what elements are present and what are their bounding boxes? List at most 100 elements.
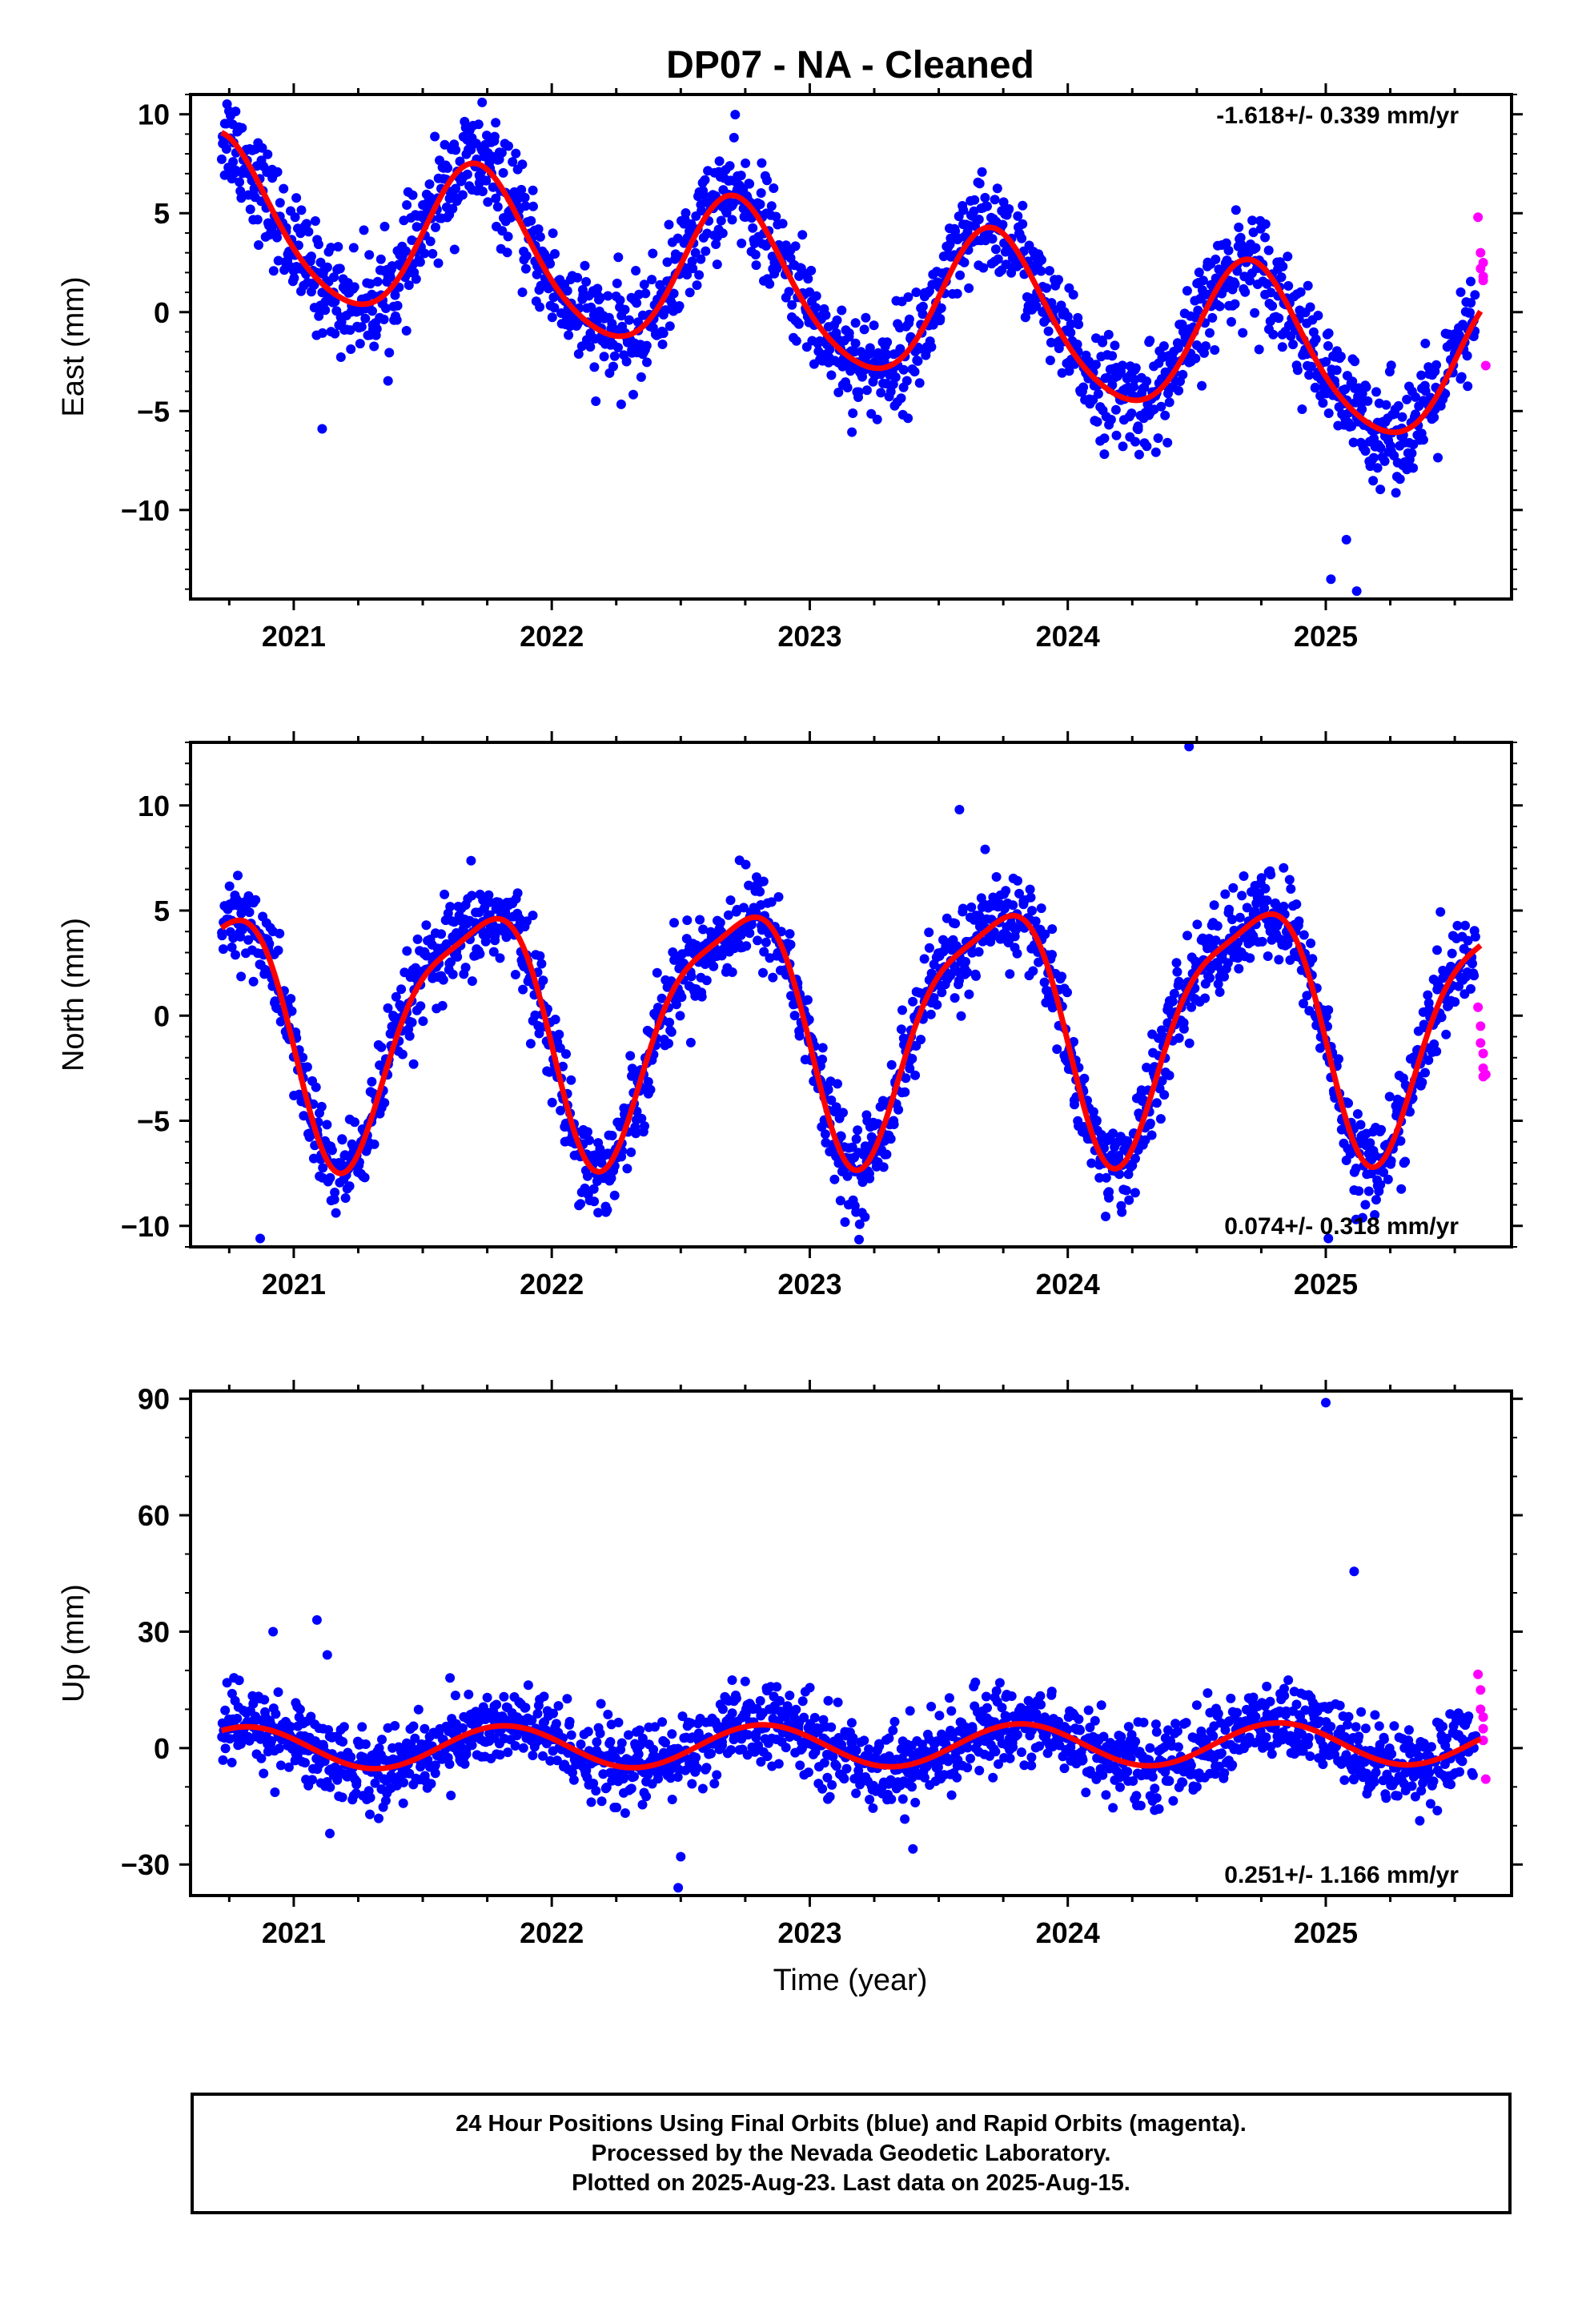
data-point <box>1108 1803 1118 1813</box>
x-tick-label: 2022 <box>520 620 584 653</box>
data-point <box>1142 376 1152 387</box>
data-point <box>769 183 779 193</box>
data-point <box>1159 1090 1170 1100</box>
data-point <box>488 947 499 957</box>
data-point <box>1395 474 1405 485</box>
data-point <box>991 1686 1002 1696</box>
data-point <box>712 1770 722 1780</box>
data-point <box>998 219 1008 230</box>
data-point <box>1360 446 1371 456</box>
data-point <box>377 1735 387 1745</box>
data-point <box>766 201 777 211</box>
data-point <box>935 314 946 324</box>
data-point <box>864 1744 874 1755</box>
data-point <box>1005 1753 1015 1763</box>
data-point <box>956 1011 966 1021</box>
data-point <box>1292 365 1303 376</box>
data-point <box>274 1743 284 1754</box>
data-point <box>430 1768 440 1779</box>
data-point <box>974 1765 985 1775</box>
data-point <box>1283 251 1293 262</box>
data-point <box>508 157 518 167</box>
y-tick-label: −10 <box>121 494 170 527</box>
data-point <box>1211 254 1221 264</box>
data-point <box>1044 266 1054 276</box>
data-point <box>1098 1770 1108 1780</box>
data-point <box>329 1194 339 1204</box>
data-point <box>1348 437 1359 448</box>
data-point <box>998 197 1009 207</box>
data-point <box>755 199 765 210</box>
y-tick-label: 10 <box>138 790 170 822</box>
data-point <box>890 372 901 382</box>
data-point <box>624 1730 633 1740</box>
data-point <box>1381 400 1391 410</box>
rapid-orbit-point <box>1478 1048 1488 1059</box>
data-point <box>823 1084 833 1095</box>
data-point <box>837 305 847 316</box>
data-point <box>1074 1714 1084 1724</box>
data-point <box>235 931 246 942</box>
rapid-orbit-point <box>1480 1069 1491 1080</box>
data-point <box>1260 883 1271 894</box>
data-point <box>962 1743 973 1753</box>
data-point <box>636 372 646 382</box>
data-point <box>741 158 751 168</box>
data-point <box>1034 1741 1045 1751</box>
data-point <box>946 971 956 981</box>
data-point <box>428 248 438 259</box>
figure-title: DP07 - NA - Cleaned <box>666 44 1034 86</box>
data-point <box>632 298 642 308</box>
data-point <box>790 241 801 251</box>
data-point <box>665 1773 676 1783</box>
data-point <box>436 929 447 939</box>
data-point <box>426 1779 436 1789</box>
data-point <box>820 1129 830 1140</box>
data-point <box>221 144 231 154</box>
data-point <box>612 1803 622 1812</box>
data-point <box>811 291 821 301</box>
data-point <box>325 1782 335 1792</box>
data-point <box>420 1723 430 1734</box>
data-point <box>306 251 316 262</box>
data-point <box>1171 958 1182 968</box>
data-point <box>723 910 733 920</box>
data-point <box>924 943 934 953</box>
model-fit-line <box>220 130 1484 436</box>
data-point <box>1036 266 1046 276</box>
data-point <box>962 1763 973 1773</box>
data-point <box>631 1128 641 1139</box>
data-point <box>311 1082 321 1092</box>
data-point <box>218 1755 228 1765</box>
data-point <box>591 1786 601 1796</box>
data-point <box>231 950 240 960</box>
data-point <box>412 934 423 944</box>
data-point <box>1411 392 1420 402</box>
data-point <box>503 1747 513 1758</box>
data-point <box>896 393 906 404</box>
data-point <box>1130 363 1141 373</box>
data-point <box>1360 1200 1371 1210</box>
data-point <box>616 1738 627 1748</box>
data-point <box>987 234 998 244</box>
data-point <box>526 215 536 226</box>
data-point <box>761 937 771 947</box>
data-point <box>267 1735 277 1746</box>
data-point <box>599 352 609 362</box>
data-point <box>958 903 968 914</box>
data-point <box>504 141 513 151</box>
data-point <box>882 337 893 348</box>
data-point <box>1134 449 1144 460</box>
data-point <box>791 1704 801 1715</box>
data-point <box>787 300 797 310</box>
data-point <box>585 342 596 352</box>
data-point <box>1230 279 1240 289</box>
data-point <box>1440 388 1451 399</box>
data-point <box>1194 267 1204 278</box>
data-point <box>351 1776 362 1787</box>
data-point <box>576 1199 586 1209</box>
data-point <box>344 1181 355 1192</box>
data-point <box>1008 900 1018 911</box>
data-point <box>1391 488 1401 498</box>
data-point <box>1210 345 1220 355</box>
